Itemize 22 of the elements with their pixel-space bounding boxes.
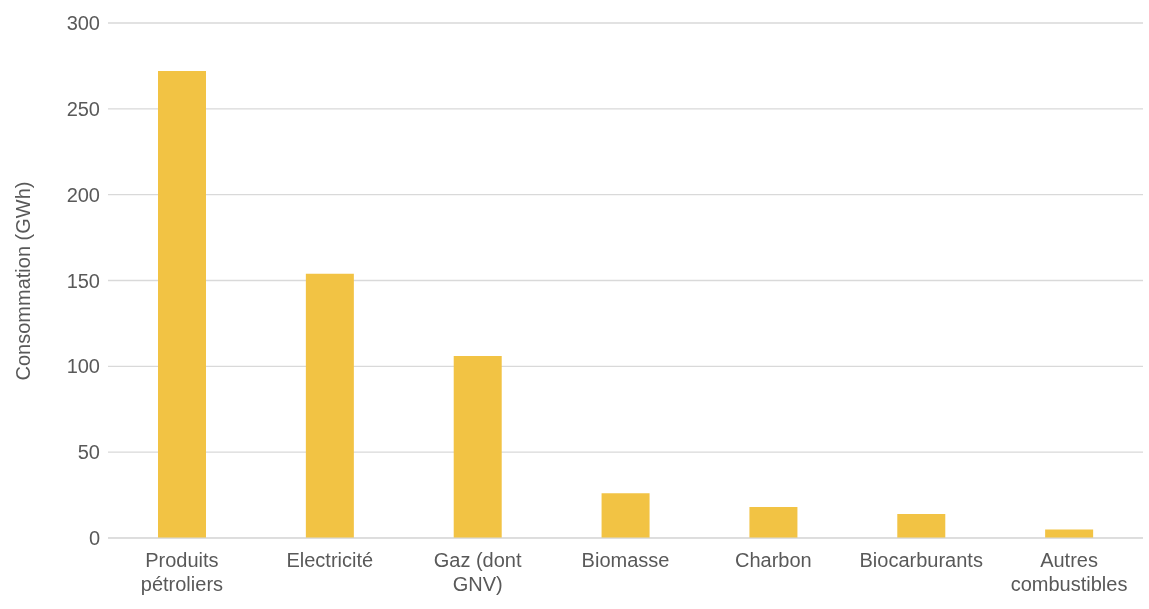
bar xyxy=(453,356,502,538)
bar xyxy=(749,507,798,538)
x-tick-label: Biomasse xyxy=(581,549,670,571)
y-axis-title: Consommation (GWh) xyxy=(12,181,35,381)
x-tick-label: Autres combustibles xyxy=(1010,549,1128,595)
y-tick-label: 0 xyxy=(88,527,100,550)
x-tick-label: Electricité xyxy=(286,549,374,571)
y-tick-label: 100 xyxy=(66,355,100,378)
y-tick-label: 200 xyxy=(66,183,100,206)
y-tick-label: 150 xyxy=(66,269,100,292)
x-tick-label: Charbon xyxy=(735,549,812,571)
bar xyxy=(305,273,354,538)
x-tick-label: Produits pétroliers xyxy=(140,549,224,595)
y-tick-label: 50 xyxy=(77,441,100,464)
y-tick-label: 250 xyxy=(66,97,100,120)
bar xyxy=(1045,529,1094,538)
x-tick-label: Biocarburants xyxy=(859,549,983,571)
bar xyxy=(601,493,650,538)
bar xyxy=(897,513,946,538)
x-tick-label: Gaz (dont GNV) xyxy=(433,549,522,595)
bar xyxy=(158,71,206,538)
y-tick-label: 300 xyxy=(66,12,100,35)
